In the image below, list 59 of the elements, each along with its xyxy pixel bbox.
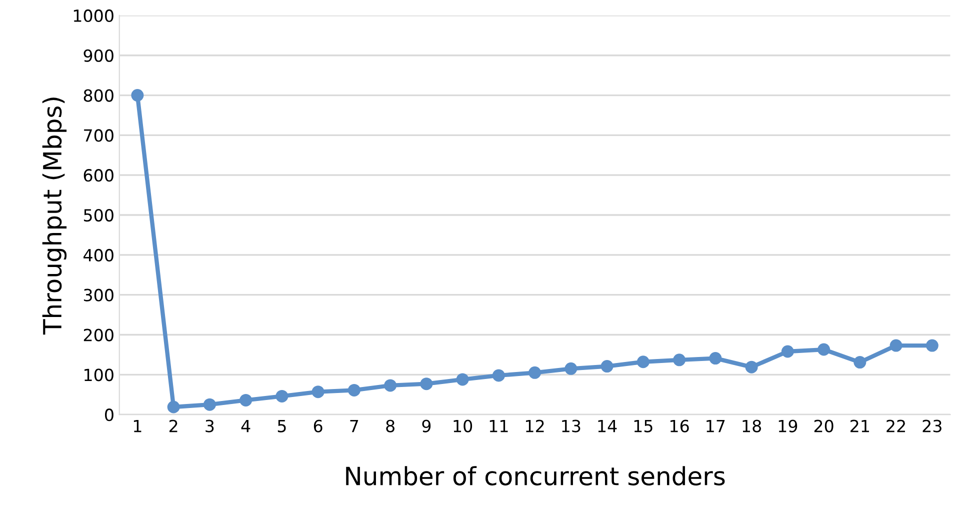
y-tick-label: 100 — [84, 368, 114, 382]
point — [818, 343, 830, 356]
x-tick-label: 13 — [562, 420, 580, 432]
point — [240, 394, 252, 406]
y-tick-label: 1000 — [74, 9, 114, 22]
point — [312, 386, 324, 398]
point — [276, 390, 288, 402]
y-tick-label: 0 — [105, 408, 114, 422]
point — [420, 378, 433, 390]
point — [564, 362, 578, 375]
x-tick-label: 14 — [598, 420, 617, 432]
y-tick-label: 800 — [84, 89, 114, 102]
x-axis-title: Number of concurrent senders — [346, 466, 725, 486]
point — [167, 400, 180, 414]
y-tick-label: 200 — [84, 328, 114, 342]
x-tick-label: 8 — [386, 420, 394, 432]
x-tick-label: 11 — [490, 420, 508, 432]
x-tick-label: 18 — [742, 420, 762, 432]
x-tick-label: 16 — [670, 420, 689, 432]
point — [348, 384, 360, 396]
y-tick-label: 900 — [84, 49, 114, 62]
x-tick-label: 20 — [814, 420, 834, 432]
y-tick-label: 500 — [84, 208, 114, 222]
x-tick-label: 10 — [454, 420, 472, 432]
x-tick-label: 7 — [350, 420, 358, 432]
point — [203, 398, 216, 411]
y-axis-title: Throughput (Mbps) — [42, 98, 67, 335]
x-tick-label: 9 — [422, 420, 431, 432]
point — [673, 354, 686, 366]
x-tick-label: 4 — [241, 420, 250, 432]
point — [600, 360, 614, 373]
point — [745, 360, 758, 374]
point — [781, 345, 794, 358]
x-tick-label: 19 — [778, 420, 798, 432]
y-tick-label: 700 — [84, 129, 114, 142]
y-tick-label: 400 — [84, 248, 114, 262]
point — [890, 339, 902, 352]
y-tick-label: 300 — [84, 288, 114, 302]
point — [456, 373, 469, 386]
x-tick-label: 6 — [314, 420, 322, 432]
x-tick-label: 1 — [134, 420, 142, 432]
x-tick-label: 12 — [526, 420, 544, 432]
y-tick-label: 600 — [84, 169, 114, 182]
point — [926, 339, 938, 352]
x-tick-label: 15 — [634, 420, 652, 432]
point — [854, 356, 866, 369]
point — [384, 379, 397, 392]
x-tick-label: 22 — [886, 420, 905, 432]
point — [131, 89, 144, 102]
x-tick-label: 17 — [706, 420, 725, 432]
point — [528, 366, 542, 379]
point — [709, 352, 722, 365]
x-tick-label: 23 — [922, 420, 942, 432]
x-tick-label: 5 — [278, 420, 286, 432]
point — [492, 369, 505, 382]
x-tick-label: 21 — [850, 420, 869, 432]
x-tick-label: 2 — [169, 420, 178, 432]
point — [636, 356, 650, 368]
x-tick-label: 3 — [206, 420, 214, 432]
